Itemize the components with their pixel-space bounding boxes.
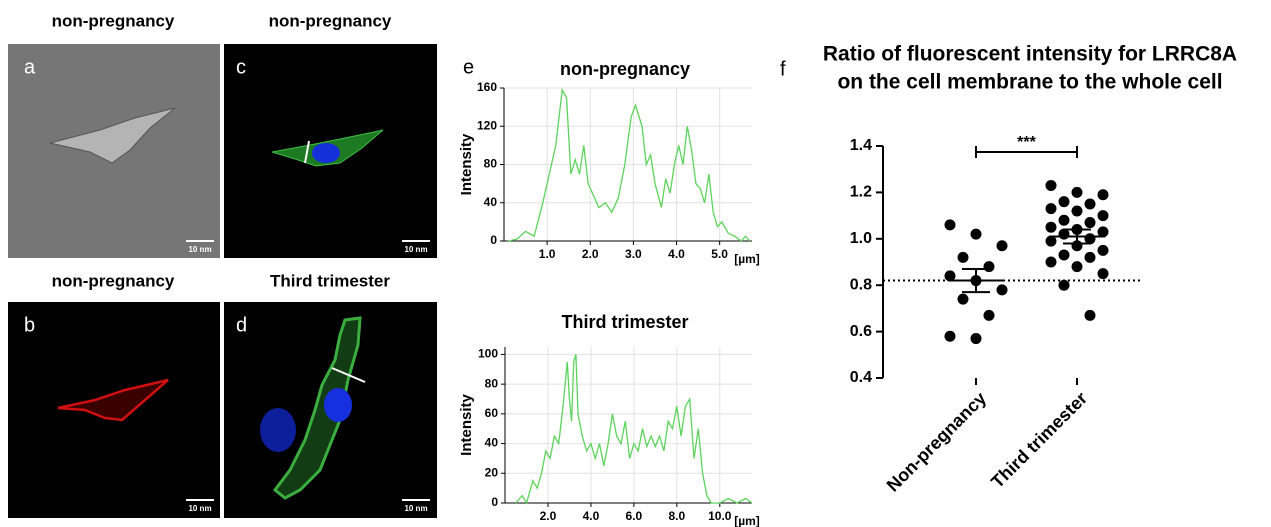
data-point (983, 309, 995, 321)
y-tick-label: 0 (490, 233, 497, 247)
data-point (1071, 205, 1083, 217)
y-tick-label: 120 (477, 118, 497, 132)
data-point (1097, 268, 1109, 280)
scale-label: 10 nm (188, 245, 211, 254)
y-tick-label: 100 (478, 347, 498, 361)
data-point (957, 293, 969, 305)
chart-title: non-pregnancy (560, 59, 690, 79)
data-point (944, 219, 956, 231)
x-tick-label: 2.0 (582, 247, 599, 261)
data-point (1084, 309, 1096, 321)
data-point (1097, 189, 1109, 201)
data-point (944, 270, 956, 282)
data-point (1071, 261, 1083, 273)
y-axis-label: Intensity (458, 394, 475, 456)
profile-line (304, 140, 310, 164)
data-point (996, 284, 1008, 296)
y-tick-label: 0.8 (850, 276, 872, 293)
panel-letter: f (780, 58, 786, 80)
data-point (1097, 244, 1109, 256)
x-unit: [µm] (734, 514, 760, 527)
y-tick-label: 60 (485, 406, 499, 420)
cell (57, 378, 169, 422)
chart-title: Third trimester (561, 312, 688, 332)
nucleus (312, 143, 340, 163)
y-tick-label: 160 (477, 80, 497, 94)
scale-label: 10 nm (188, 504, 211, 513)
scale-label: 10 nm (404, 504, 427, 513)
chart-title: Ratio of fluorescent intensity for LRRC8… (823, 43, 1237, 66)
data-point (1058, 249, 1070, 261)
profile-line (515, 354, 753, 505)
y-tick-label: 80 (484, 157, 498, 171)
x-tick-label: 2.0 (540, 509, 557, 523)
x-tick-label: 4.0 (583, 509, 600, 523)
x-tick-label: 6.0 (626, 509, 643, 523)
y-tick-label: 20 (485, 465, 499, 479)
data-point (1071, 186, 1083, 198)
panel-letter: b (24, 314, 35, 336)
data-point (1045, 235, 1057, 247)
y-tick-label: 0.4 (850, 369, 872, 386)
data-point (996, 240, 1008, 252)
data-point (1045, 179, 1057, 191)
cell (49, 107, 176, 164)
nucleus (260, 408, 296, 452)
chart-title: on the cell membrane to the whole cell (837, 71, 1222, 94)
data-point (1045, 256, 1057, 268)
nucleus (324, 388, 352, 422)
data-point (944, 330, 956, 342)
y-tick-label: 1.2 (850, 184, 872, 201)
data-point (1097, 226, 1109, 238)
data-point (1058, 214, 1070, 226)
panel-letter: d (236, 314, 247, 336)
x-tick-label: 5.0 (711, 247, 728, 261)
y-axis-label: Intensity (458, 133, 475, 195)
x-tick-label: 1.0 (539, 247, 556, 261)
significance: *** (1017, 134, 1036, 151)
panel-title: non-pregnancy (269, 11, 392, 30)
y-tick-label: 0.6 (850, 323, 872, 340)
data-point (970, 333, 982, 345)
x-tick-label: 8.0 (668, 509, 685, 523)
error-bar (962, 267, 990, 294)
panel-title: non-pregnancy (52, 11, 175, 30)
panel-letter: c (236, 56, 246, 78)
profile-line (508, 87, 751, 242)
data-point (1045, 221, 1057, 233)
profile-line (331, 367, 366, 383)
x-tick-label: 4.0 (668, 247, 685, 261)
data-point (983, 261, 995, 273)
data-point (1084, 251, 1096, 263)
data-point (957, 251, 969, 263)
y-tick-label: 1.0 (850, 230, 872, 247)
data-point (1058, 196, 1070, 208)
scale-label: 10 nm (404, 245, 427, 254)
panel-letter: e (463, 56, 474, 78)
x-tick-label: 10.0 (708, 509, 732, 523)
x-unit: [µm] (734, 252, 760, 266)
category-label: Third trimester (987, 388, 1091, 492)
y-tick-label: 0 (491, 495, 498, 509)
y-tick-label: 80 (485, 376, 499, 390)
category-label: Non-pregnancy (883, 388, 990, 495)
cell (272, 316, 362, 500)
y-tick-label: 40 (485, 436, 499, 450)
panel-letter: a (24, 56, 36, 78)
panel-title: non-pregnancy (52, 271, 175, 290)
y-tick-label: 40 (484, 195, 498, 209)
data-point (1097, 210, 1109, 222)
data-point (1084, 217, 1096, 229)
data-point (1045, 203, 1057, 215)
data-point (1058, 279, 1070, 291)
panel-title: Third trimester (270, 271, 390, 290)
data-point (970, 228, 982, 240)
x-tick-label: 3.0 (625, 247, 642, 261)
error-bar (1063, 228, 1091, 245)
data-point (1084, 198, 1096, 210)
significance-bracket (975, 146, 1078, 158)
y-tick-label: 1.4 (850, 137, 872, 154)
